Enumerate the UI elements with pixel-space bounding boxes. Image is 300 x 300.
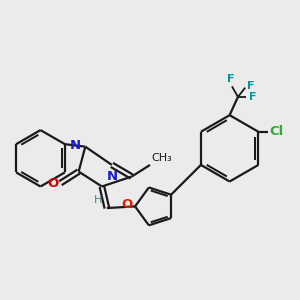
Text: N: N (70, 139, 81, 152)
Text: Cl: Cl (269, 125, 284, 138)
Text: CH₃: CH₃ (152, 153, 172, 163)
Text: O: O (47, 177, 59, 190)
Text: H: H (94, 195, 102, 206)
Text: F: F (227, 74, 234, 84)
Text: O: O (121, 198, 132, 211)
Text: F: F (247, 81, 255, 91)
Text: N: N (106, 169, 117, 183)
Text: F: F (248, 92, 256, 102)
